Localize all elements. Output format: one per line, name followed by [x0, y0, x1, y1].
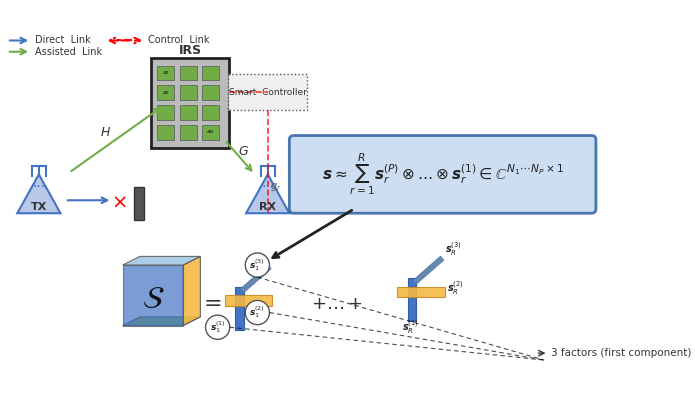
- FancyBboxPatch shape: [157, 85, 174, 100]
- Text: $a_N$: $a_N$: [206, 128, 215, 137]
- Polygon shape: [122, 317, 200, 326]
- FancyBboxPatch shape: [202, 105, 220, 120]
- FancyBboxPatch shape: [157, 125, 174, 140]
- Circle shape: [245, 253, 270, 277]
- FancyBboxPatch shape: [224, 295, 272, 306]
- Text: $\boldsymbol{s}_R^{(3)}$: $\boldsymbol{s}_R^{(3)}$: [445, 241, 461, 259]
- Text: $a_2$: $a_2$: [162, 89, 170, 97]
- FancyBboxPatch shape: [151, 58, 229, 148]
- FancyBboxPatch shape: [398, 287, 445, 297]
- Text: TX: TX: [31, 202, 47, 212]
- Text: RX: RX: [259, 202, 277, 212]
- Circle shape: [206, 315, 230, 339]
- Text: =: =: [204, 294, 222, 314]
- FancyBboxPatch shape: [179, 85, 197, 100]
- FancyBboxPatch shape: [157, 65, 174, 80]
- Text: Direct  Link: Direct Link: [35, 36, 90, 46]
- Polygon shape: [183, 257, 200, 326]
- FancyBboxPatch shape: [408, 278, 416, 321]
- FancyBboxPatch shape: [289, 135, 596, 213]
- Text: H: H: [101, 126, 110, 139]
- Text: $\boldsymbol{s}_R^{(1)}$: $\boldsymbol{s}_R^{(1)}$: [402, 318, 418, 336]
- Text: $+ \ldots +$: $+ \ldots +$: [311, 295, 363, 313]
- Text: $\boldsymbol{s}_1^{(3)}$: $\boldsymbol{s}_1^{(3)}$: [250, 257, 265, 273]
- Text: Smart  Controller: Smart Controller: [229, 88, 306, 97]
- FancyBboxPatch shape: [179, 105, 197, 120]
- Text: ...: ...: [32, 176, 45, 190]
- FancyBboxPatch shape: [228, 74, 307, 110]
- Text: $\boldsymbol{s}_R^{(2)}$: $\boldsymbol{s}_R^{(2)}$: [446, 280, 464, 297]
- FancyBboxPatch shape: [202, 85, 220, 100]
- Text: $\boldsymbol{s} \approx \sum_{r=1}^{R} \boldsymbol{s}_r^{(P)} \otimes \ldots \ot: $\boldsymbol{s} \approx \sum_{r=1}^{R} \…: [322, 152, 564, 197]
- Polygon shape: [122, 257, 200, 265]
- FancyBboxPatch shape: [235, 287, 243, 330]
- Text: $\mathcal{S}$: $\mathcal{S}$: [142, 285, 164, 314]
- Text: $g_r$: $g_r$: [270, 181, 281, 194]
- Text: $\boldsymbol{s}_1^{(2)}$: $\boldsymbol{s}_1^{(2)}$: [250, 305, 265, 320]
- Text: $\times$: $\times$: [111, 192, 127, 212]
- Polygon shape: [17, 175, 60, 213]
- FancyBboxPatch shape: [202, 125, 220, 140]
- Text: 3 factors (first component): 3 factors (first component): [551, 348, 692, 358]
- Polygon shape: [413, 256, 444, 284]
- FancyBboxPatch shape: [202, 65, 220, 80]
- FancyBboxPatch shape: [179, 65, 197, 80]
- FancyBboxPatch shape: [134, 187, 145, 220]
- Polygon shape: [122, 265, 183, 326]
- Text: IRS: IRS: [179, 44, 202, 57]
- Text: Control  Link: Control Link: [148, 36, 209, 46]
- Text: $\boldsymbol{s}_1^{(1)}$: $\boldsymbol{s}_1^{(1)}$: [210, 320, 226, 335]
- Polygon shape: [240, 265, 271, 293]
- Circle shape: [245, 301, 270, 325]
- FancyBboxPatch shape: [179, 125, 197, 140]
- Text: ...: ...: [261, 176, 275, 190]
- Polygon shape: [246, 175, 289, 213]
- Text: Assisted  Link: Assisted Link: [35, 47, 101, 57]
- Text: G: G: [239, 145, 248, 158]
- Text: $a_1$: $a_1$: [162, 69, 170, 77]
- FancyBboxPatch shape: [157, 105, 174, 120]
